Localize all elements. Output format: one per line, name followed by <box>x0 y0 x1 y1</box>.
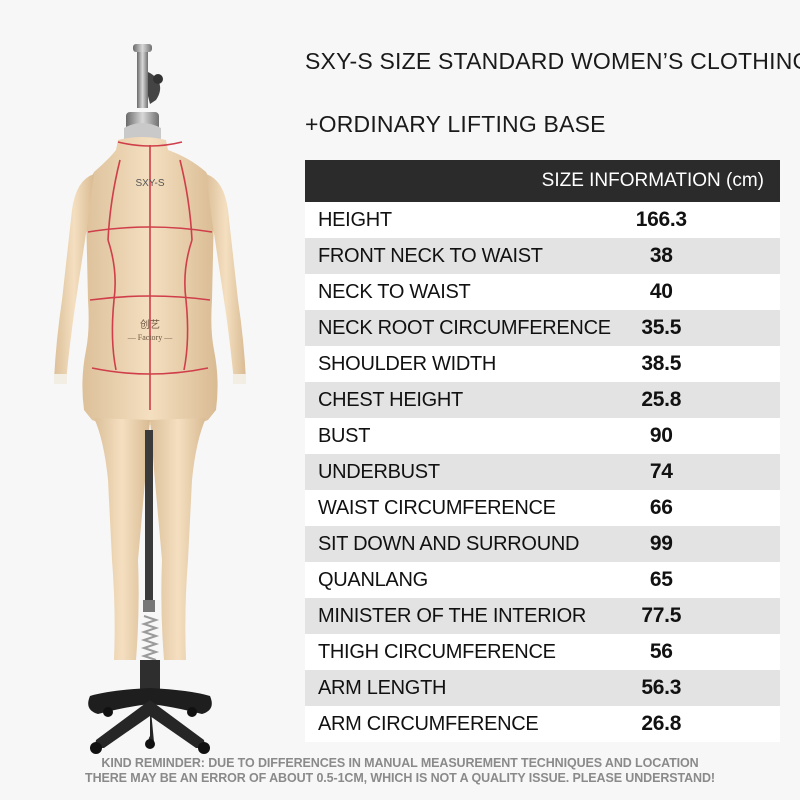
table-row: ARM CIRCUMFERENCE 26.8 <box>305 706 780 742</box>
kind-reminder: KIND REMINDER: DUE TO DIFFERENCES IN MAN… <box>0 756 800 786</box>
measurement-value: 38 <box>542 238 780 274</box>
measurement-value: 90 <box>542 418 780 454</box>
table-row: FRONT NECK TO WAIST 38 <box>305 238 780 274</box>
measurement-label: NECK TO WAIST <box>305 274 543 310</box>
product-subtitle: +ORDINARY LIFTING BASE <box>305 111 606 137</box>
table-row: QUANLANG 65 <box>305 562 780 598</box>
table-header: SIZE INFORMATION (cm) <box>305 160 780 202</box>
measurement-label: SHOULDER WIDTH <box>305 346 543 382</box>
table-row: SHOULDER WIDTH 38.5 <box>305 346 780 382</box>
measurement-label: BUST <box>305 418 543 454</box>
measurement-value: 38.5 <box>542 346 780 382</box>
measurement-label: FRONT NECK TO WAIST <box>305 238 543 274</box>
table-row: MINISTER OF THE INTERIOR 77.5 <box>305 598 780 634</box>
measurement-label: NECK ROOT CIRCUMFERENCE <box>305 310 611 346</box>
measurement-label: THIGH CIRCUMFERENCE <box>305 634 556 670</box>
measurement-value: 77.5 <box>542 598 780 634</box>
factory-logo-text: — Factory — <box>127 333 173 342</box>
table-row: NECK TO WAIST 40 <box>305 274 780 310</box>
measurement-label: HEIGHT <box>305 202 543 238</box>
table-row: BUST 90 <box>305 418 780 454</box>
measurement-value: 26.8 <box>542 706 780 742</box>
measurement-value: 65 <box>542 562 780 598</box>
measurement-value: 66 <box>542 490 780 526</box>
measurement-value: 40 <box>542 274 780 310</box>
lifting-base <box>88 430 212 754</box>
seam-lines <box>87 141 213 410</box>
size-information-table: SIZE INFORMATION (cm) HEIGHT 166.3 FRONT… <box>305 160 780 742</box>
measurement-label: WAIST CIRCUMFERENCE <box>305 490 556 526</box>
table-row: HEIGHT 166.3 <box>305 202 780 238</box>
product-title: SXY-S SIZE STANDARD WOMEN’S CLOTHING <box>305 48 800 74</box>
measurement-label: MINISTER OF THE INTERIOR <box>305 598 586 634</box>
measurement-label: ARM CIRCUMFERENCE <box>305 706 543 742</box>
measurement-value: 99 <box>542 526 780 562</box>
table-row: SIT DOWN AND SURROUND 99 <box>305 526 780 562</box>
reminder-line-2: THERE MAY BE AN ERROR OF ABOUT 0.5-1CM, … <box>85 771 715 785</box>
table-row: ARM LENGTH 56.3 <box>305 670 780 706</box>
reminder-line-1: KIND REMINDER: DUE TO DIFFERENCES IN MAN… <box>101 756 699 770</box>
table-row: WAIST CIRCUMFERENCE 66 <box>305 490 780 526</box>
measurement-value: 166.3 <box>542 202 780 238</box>
measurement-value: 56.3 <box>542 670 780 706</box>
table-row: UNDERBUST 74 <box>305 454 780 490</box>
measurement-value: 74 <box>542 454 780 490</box>
mannequin-photo: SXY-S 创艺 — Factory — <box>0 0 300 800</box>
measurement-label: CHEST HEIGHT <box>305 382 543 418</box>
table-row: NECK ROOT CIRCUMFERENCE 35.5 <box>305 310 780 346</box>
mannequin-illustration: SXY-S 创艺 — Factory — <box>54 44 246 754</box>
measurement-value: 25.8 <box>542 382 780 418</box>
measurement-value: 35.5 <box>542 310 780 346</box>
table-row: THIGH CIRCUMFERENCE 56 <box>305 634 780 670</box>
measurement-label: ARM LENGTH <box>305 670 543 706</box>
factory-logo-mark: 创艺 <box>140 318 160 331</box>
neck-rod <box>124 44 163 140</box>
measurement-label: UNDERBUST <box>305 454 543 490</box>
measurement-label: SIT DOWN AND SURROUND <box>305 526 579 562</box>
chest-size-label: SXY-S <box>135 178 164 189</box>
table-header-row: SIZE INFORMATION (cm) <box>305 160 780 202</box>
table-row: CHEST HEIGHT 25.8 <box>305 382 780 418</box>
measurement-label: QUANLANG <box>305 562 543 598</box>
measurement-value: 56 <box>542 634 780 670</box>
mannequin-legs <box>94 418 206 660</box>
